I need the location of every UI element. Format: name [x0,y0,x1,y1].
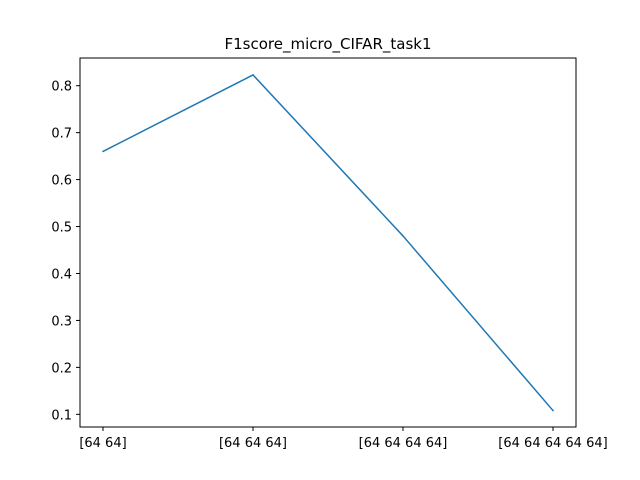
y-tick-label: 0.3 [51,314,72,329]
y-tick-label: 0.8 [51,80,72,95]
x-tick-label: [64 64 64 64 64] [498,436,607,451]
y-tick-label: 0.7 [51,127,72,142]
x-tick-label: [64 64] [79,436,126,451]
y-tick-label: 0.1 [51,408,72,423]
data-point [552,409,554,412]
chart-title: F1score_micro_CIFAR_task1 [225,35,432,54]
x-tick-label: [64 64 64] [219,436,287,451]
plot-area: 0.1 0.2 0.3 0.4 0.5 0.6 0.7 0.8 [64 64] [64 64 64… [51,57,608,451]
data-point [402,235,404,237]
plot-frame [79,57,577,428]
series-line [102,74,554,412]
y-tick-label: 0.6 [51,174,72,189]
y-tick-label: 0.2 [51,361,72,376]
x-tick-label: [64 64 64 64] [359,436,448,451]
y-tick-label: 0.5 [51,221,72,236]
y-tick-label: 0.4 [51,267,72,282]
data-point [102,150,104,153]
data-point [252,74,254,76]
